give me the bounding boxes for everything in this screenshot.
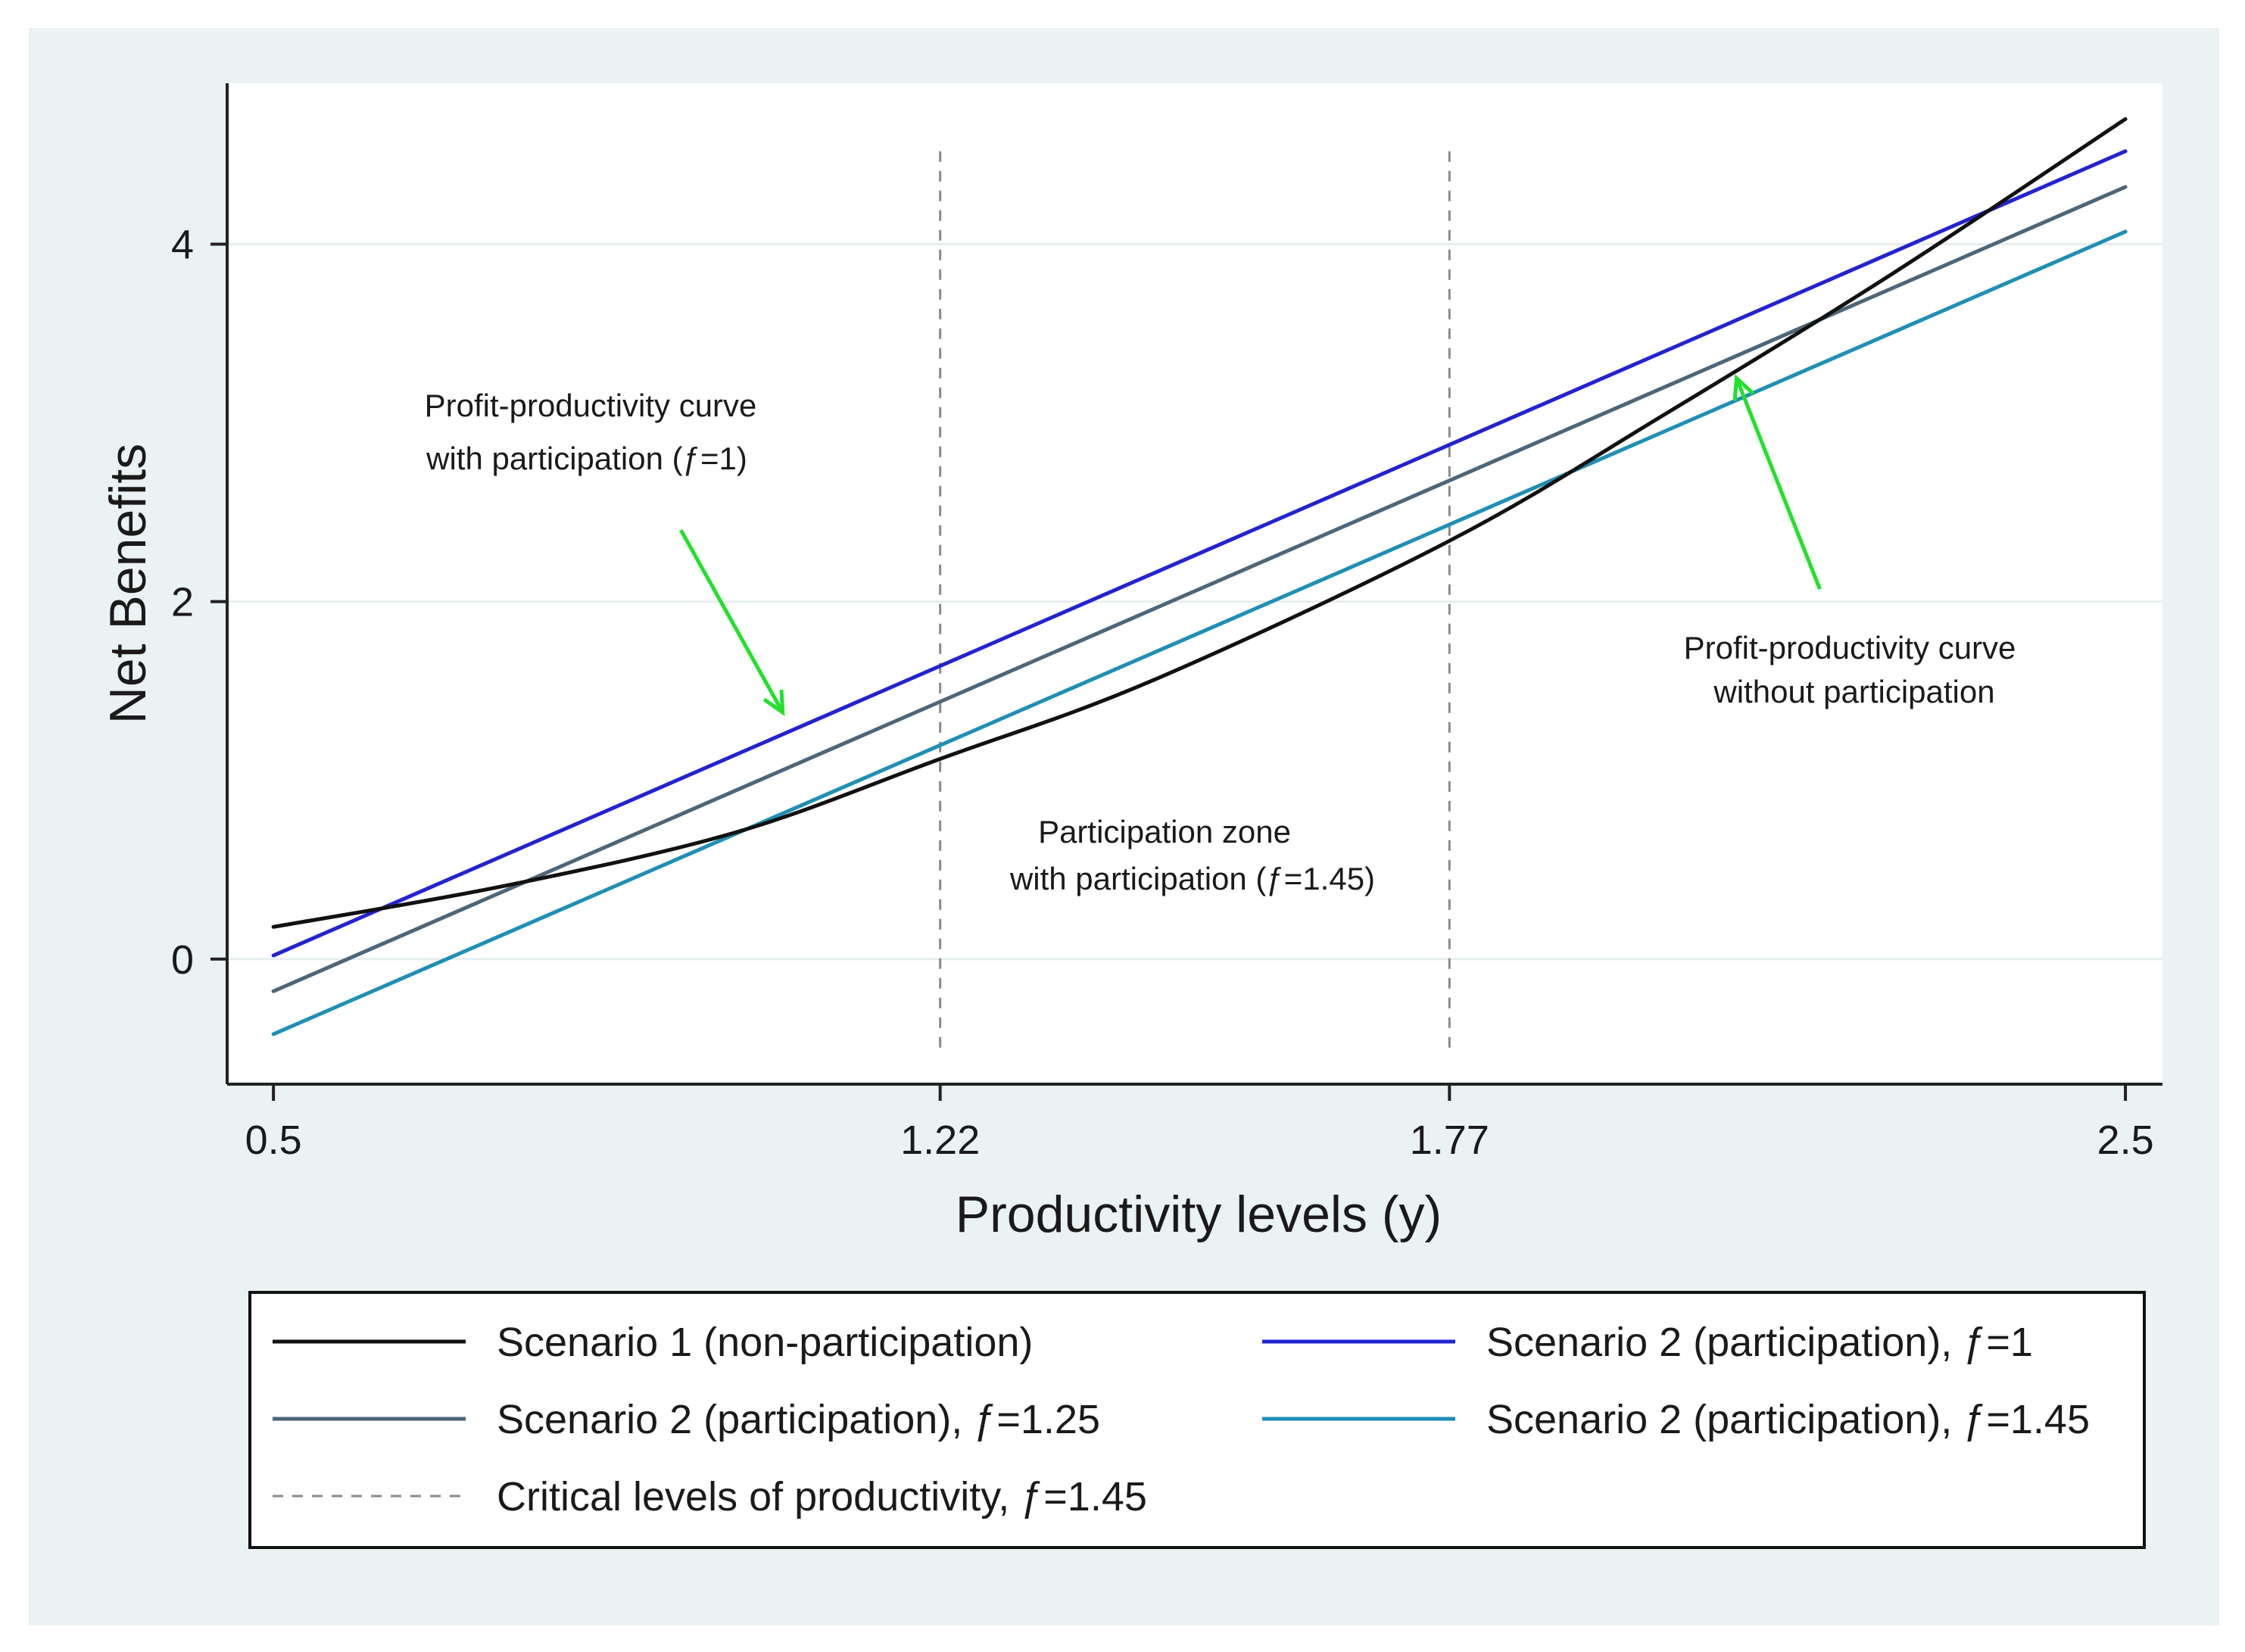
legend-label-critical-levels: Critical levels of productivity, ƒ=1.45 bbox=[497, 1474, 1147, 1520]
annotation-zone-line-2: with participation (ƒ=1.45) bbox=[1009, 861, 1375, 896]
legend-box bbox=[248, 1291, 2146, 1549]
legend-label-scenario-2-f1: Scenario 2 (participation), ƒ=1 bbox=[1486, 1320, 2033, 1365]
series-lines bbox=[271, 117, 2128, 1036]
legend: Scenario 1 (non-participation) Scenario … bbox=[248, 1291, 2146, 1549]
critical-level-lines bbox=[939, 151, 1451, 1052]
y-tick-label-0: 0 bbox=[171, 937, 194, 983]
arrow-without-participation-shaft bbox=[1735, 377, 1822, 591]
arrow-with-participation-shaft bbox=[679, 528, 784, 714]
arrow-without-participation-head bbox=[1732, 374, 1755, 401]
annotation-arrows bbox=[679, 374, 1822, 716]
y-axis-title: Net Benefits bbox=[99, 444, 157, 724]
plot-area bbox=[227, 83, 2162, 1084]
legend-label-scenario-2-f125: Scenario 2 (participation), ƒ=1.25 bbox=[497, 1397, 1100, 1442]
series-scenario-2-f1 bbox=[271, 149, 2128, 958]
x-tick-label-2.5: 2.5 bbox=[2097, 1117, 2154, 1163]
y-axis-ticks: 0 2 4 bbox=[171, 222, 227, 983]
y-tick-label-4: 4 bbox=[171, 222, 194, 267]
series-scenario-2-f145 bbox=[271, 229, 2128, 1036]
x-axis-ticks: 0.5 1.22 1.77 2.5 bbox=[245, 1084, 2154, 1163]
x-tick-label-0.5: 0.5 bbox=[245, 1117, 302, 1163]
x-axis-title: Productivity levels (y) bbox=[956, 1186, 1442, 1243]
x-tick-label-1.77: 1.77 bbox=[1410, 1117, 1489, 1163]
arrow-with-participation-head bbox=[762, 689, 785, 716]
annotation-without-participation-line-1: Profit-productivity curve bbox=[1684, 630, 2016, 665]
series-scenario-1 bbox=[271, 117, 2128, 929]
y-tick-label-2: 2 bbox=[171, 580, 194, 625]
annotations: Profit-productivity curve with participa… bbox=[425, 388, 2016, 896]
x-tick-label-1.22: 1.22 bbox=[900, 1117, 980, 1163]
annotation-with-participation-line-2: with participation (ƒ=1) bbox=[426, 441, 747, 476]
legend-label-scenario-1: Scenario 1 (non-participation) bbox=[497, 1320, 1033, 1365]
legend-label-scenario-2-f145: Scenario 2 (participation), ƒ=1.45 bbox=[1486, 1397, 2090, 1442]
annotation-zone-line-1: Participation zone bbox=[1038, 814, 1291, 849]
annotation-with-participation-line-1: Profit-productivity curve bbox=[425, 388, 757, 423]
gridlines bbox=[227, 242, 2162, 961]
annotation-without-participation-line-2: without participation bbox=[1713, 674, 1994, 709]
